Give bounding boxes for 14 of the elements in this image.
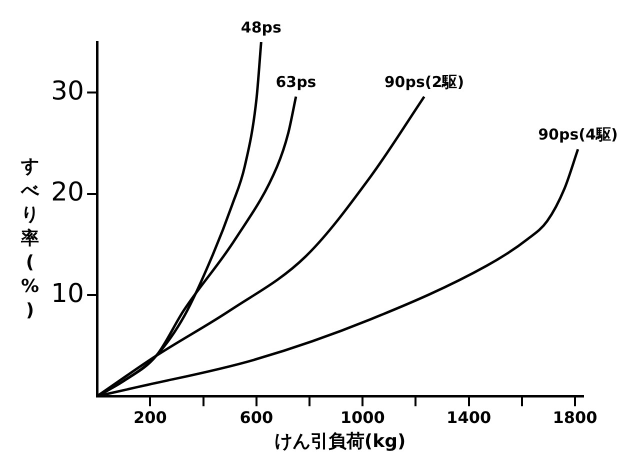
series-label: 63ps — [276, 73, 316, 92]
x-tick-label: 600 — [240, 408, 274, 427]
x-tick-label: 1800 — [552, 408, 598, 427]
y-axis-title: すべり率(%) — [20, 156, 40, 321]
x-tick-label: 1400 — [446, 408, 492, 427]
series-label: 90ps(4駆) — [538, 126, 618, 144]
x-tick-label: 1000 — [340, 408, 385, 427]
x-axis-title: けん引負荷(kg) — [274, 430, 406, 452]
series-label: 48ps — [240, 18, 282, 36]
series-label: 90ps(2駆) — [384, 73, 464, 92]
y-tick-label: 10 — [50, 278, 84, 309]
y-tick-label: 30 — [50, 76, 84, 106]
y-tick-label: 20 — [50, 178, 84, 208]
x-tick-label: 200 — [133, 408, 167, 427]
